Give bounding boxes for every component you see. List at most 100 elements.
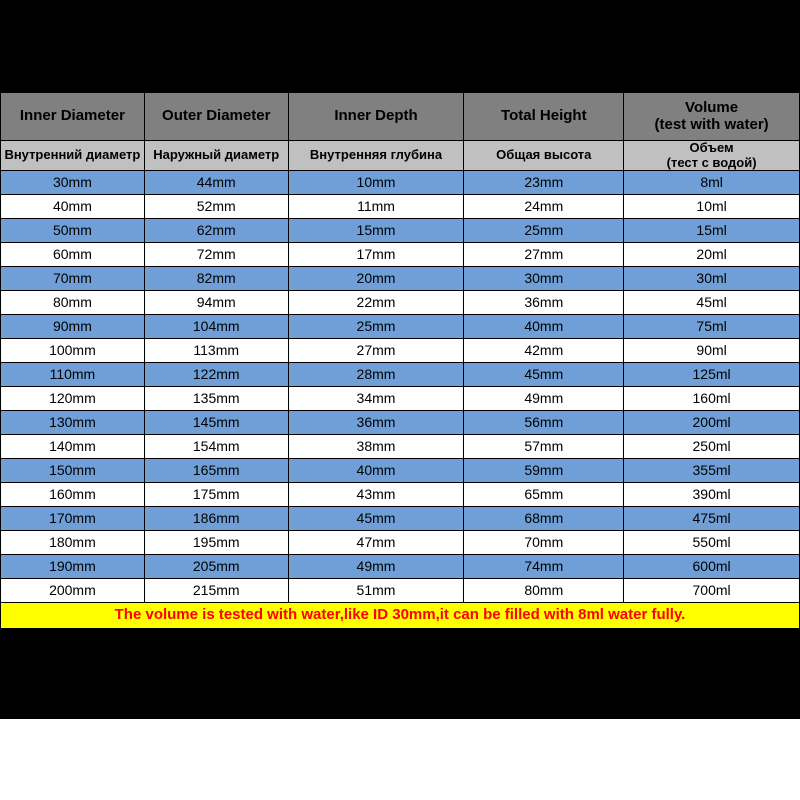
table-cell: 113mm (144, 339, 288, 363)
table-row: 150mm165mm40mm59mm355ml (1, 459, 800, 483)
table-cell: 165mm (144, 459, 288, 483)
table-cell: 57mm (464, 435, 624, 459)
table-cell: 94mm (144, 291, 288, 315)
header-ru-col-3: Общая высота (464, 141, 624, 171)
table-cell: 180mm (1, 531, 145, 555)
table-cell: 550ml (624, 531, 800, 555)
table-cell: 27mm (464, 243, 624, 267)
header-row-ru: Внутренний диаметрНаружный диаметрВнутре… (1, 141, 800, 171)
table-cell: 75ml (624, 315, 800, 339)
table-cell: 59mm (464, 459, 624, 483)
table-cell: 130mm (1, 411, 145, 435)
table-row: 50mm62mm15mm25mm15ml (1, 219, 800, 243)
table-cell: 23mm (464, 171, 624, 195)
table-cell: 45mm (464, 363, 624, 387)
table-cell: 70mm (464, 531, 624, 555)
table-row: 140mm154mm38mm57mm250ml (1, 435, 800, 459)
table-row: 100mm113mm27mm42mm90ml (1, 339, 800, 363)
table-cell: 25mm (464, 219, 624, 243)
table-cell: 15mm (288, 219, 464, 243)
table-cell: 45ml (624, 291, 800, 315)
table-cell: 100mm (1, 339, 145, 363)
table-cell: 36mm (288, 411, 464, 435)
table-cell: 20mm (288, 267, 464, 291)
table-cell: 154mm (144, 435, 288, 459)
table-cell: 47mm (288, 531, 464, 555)
table-cell: 200ml (624, 411, 800, 435)
table-cell: 200mm (1, 579, 145, 603)
table-body: 30mm44mm10mm23mm8ml40mm52mm11mm24mm10ml5… (1, 171, 800, 629)
header-en-col-3: Total Height (464, 93, 624, 141)
table-row: 70mm82mm20mm30mm30ml (1, 267, 800, 291)
table-cell: 140mm (1, 435, 145, 459)
table-cell: 10ml (624, 195, 800, 219)
table-cell: 90ml (624, 339, 800, 363)
table-cell: 24mm (464, 195, 624, 219)
table-cell: 160mm (1, 483, 145, 507)
table-cell: 56mm (464, 411, 624, 435)
table-cell: 36mm (464, 291, 624, 315)
table-cell: 135mm (144, 387, 288, 411)
table-cell: 20ml (624, 243, 800, 267)
table-cell: 30mm (464, 267, 624, 291)
table-cell: 50mm (1, 219, 145, 243)
table-cell: 43mm (288, 483, 464, 507)
header-en-col-0: Inner Diameter (1, 93, 145, 141)
table-cell: 30mm (1, 171, 145, 195)
page: Inner DiameterOuter DiameterInner DepthT… (0, 0, 800, 800)
bottom-black-band (0, 629, 800, 719)
top-black-band (0, 0, 800, 92)
note-row: The volume is tested with water,like ID … (1, 603, 800, 629)
table-cell: 44mm (144, 171, 288, 195)
header-ru-col-2: Внутренняя глубина (288, 141, 464, 171)
table-cell: 8ml (624, 171, 800, 195)
table-cell: 74mm (464, 555, 624, 579)
table-cell: 49mm (288, 555, 464, 579)
table-cell: 11mm (288, 195, 464, 219)
table-row: 120mm135mm34mm49mm160ml (1, 387, 800, 411)
table-cell: 80mm (464, 579, 624, 603)
table-cell: 90mm (1, 315, 145, 339)
table-cell: 120mm (1, 387, 145, 411)
table-cell: 600ml (624, 555, 800, 579)
table-cell: 150mm (1, 459, 145, 483)
header-en-col-2: Inner Depth (288, 93, 464, 141)
header-ru-col-4-line-1: (тест с водой) (667, 156, 757, 170)
table-cell: 122mm (144, 363, 288, 387)
table-cell: 145mm (144, 411, 288, 435)
table-row: 30mm44mm10mm23mm8ml (1, 171, 800, 195)
table-cell: 10mm (288, 171, 464, 195)
table-row: 190mm205mm49mm74mm600ml (1, 555, 800, 579)
table-row: 90mm104mm25mm40mm75ml (1, 315, 800, 339)
table-cell: 40mm (1, 195, 145, 219)
table-cell: 195mm (144, 531, 288, 555)
table-cell: 25mm (288, 315, 464, 339)
header-en-col-4-line-0: Volume (685, 100, 738, 117)
table-row: 130mm145mm36mm56mm200ml (1, 411, 800, 435)
header-ru-col-0: Внутренний диаметр (1, 141, 145, 171)
table-cell: 40mm (288, 459, 464, 483)
header-ru-col-4: Объем(тест с водой) (624, 141, 800, 171)
header-ru-col-4-line-0: Объем (690, 141, 734, 155)
table-row: 180mm195mm47mm70mm550ml (1, 531, 800, 555)
table-cell: 475ml (624, 507, 800, 531)
table-row: 40mm52mm11mm24mm10ml (1, 195, 800, 219)
table-cell: 160ml (624, 387, 800, 411)
table-cell: 355ml (624, 459, 800, 483)
table-cell: 30ml (624, 267, 800, 291)
table-cell: 70mm (1, 267, 145, 291)
table-cell: 170mm (1, 507, 145, 531)
table-cell: 186mm (144, 507, 288, 531)
header-ru-col-1: Наружный диаметр (144, 141, 288, 171)
table-cell: 65mm (464, 483, 624, 507)
table-cell: 190mm (1, 555, 145, 579)
table-cell: 80mm (1, 291, 145, 315)
table-cell: 72mm (144, 243, 288, 267)
table-cell: 175mm (144, 483, 288, 507)
table-row: 110mm122mm28mm45mm125ml (1, 363, 800, 387)
table-cell: 17mm (288, 243, 464, 267)
table-cell: 390ml (624, 483, 800, 507)
note-cell: The volume is tested with water,like ID … (1, 603, 800, 629)
table-cell: 68mm (464, 507, 624, 531)
table-row: 170mm186mm45mm68mm475ml (1, 507, 800, 531)
